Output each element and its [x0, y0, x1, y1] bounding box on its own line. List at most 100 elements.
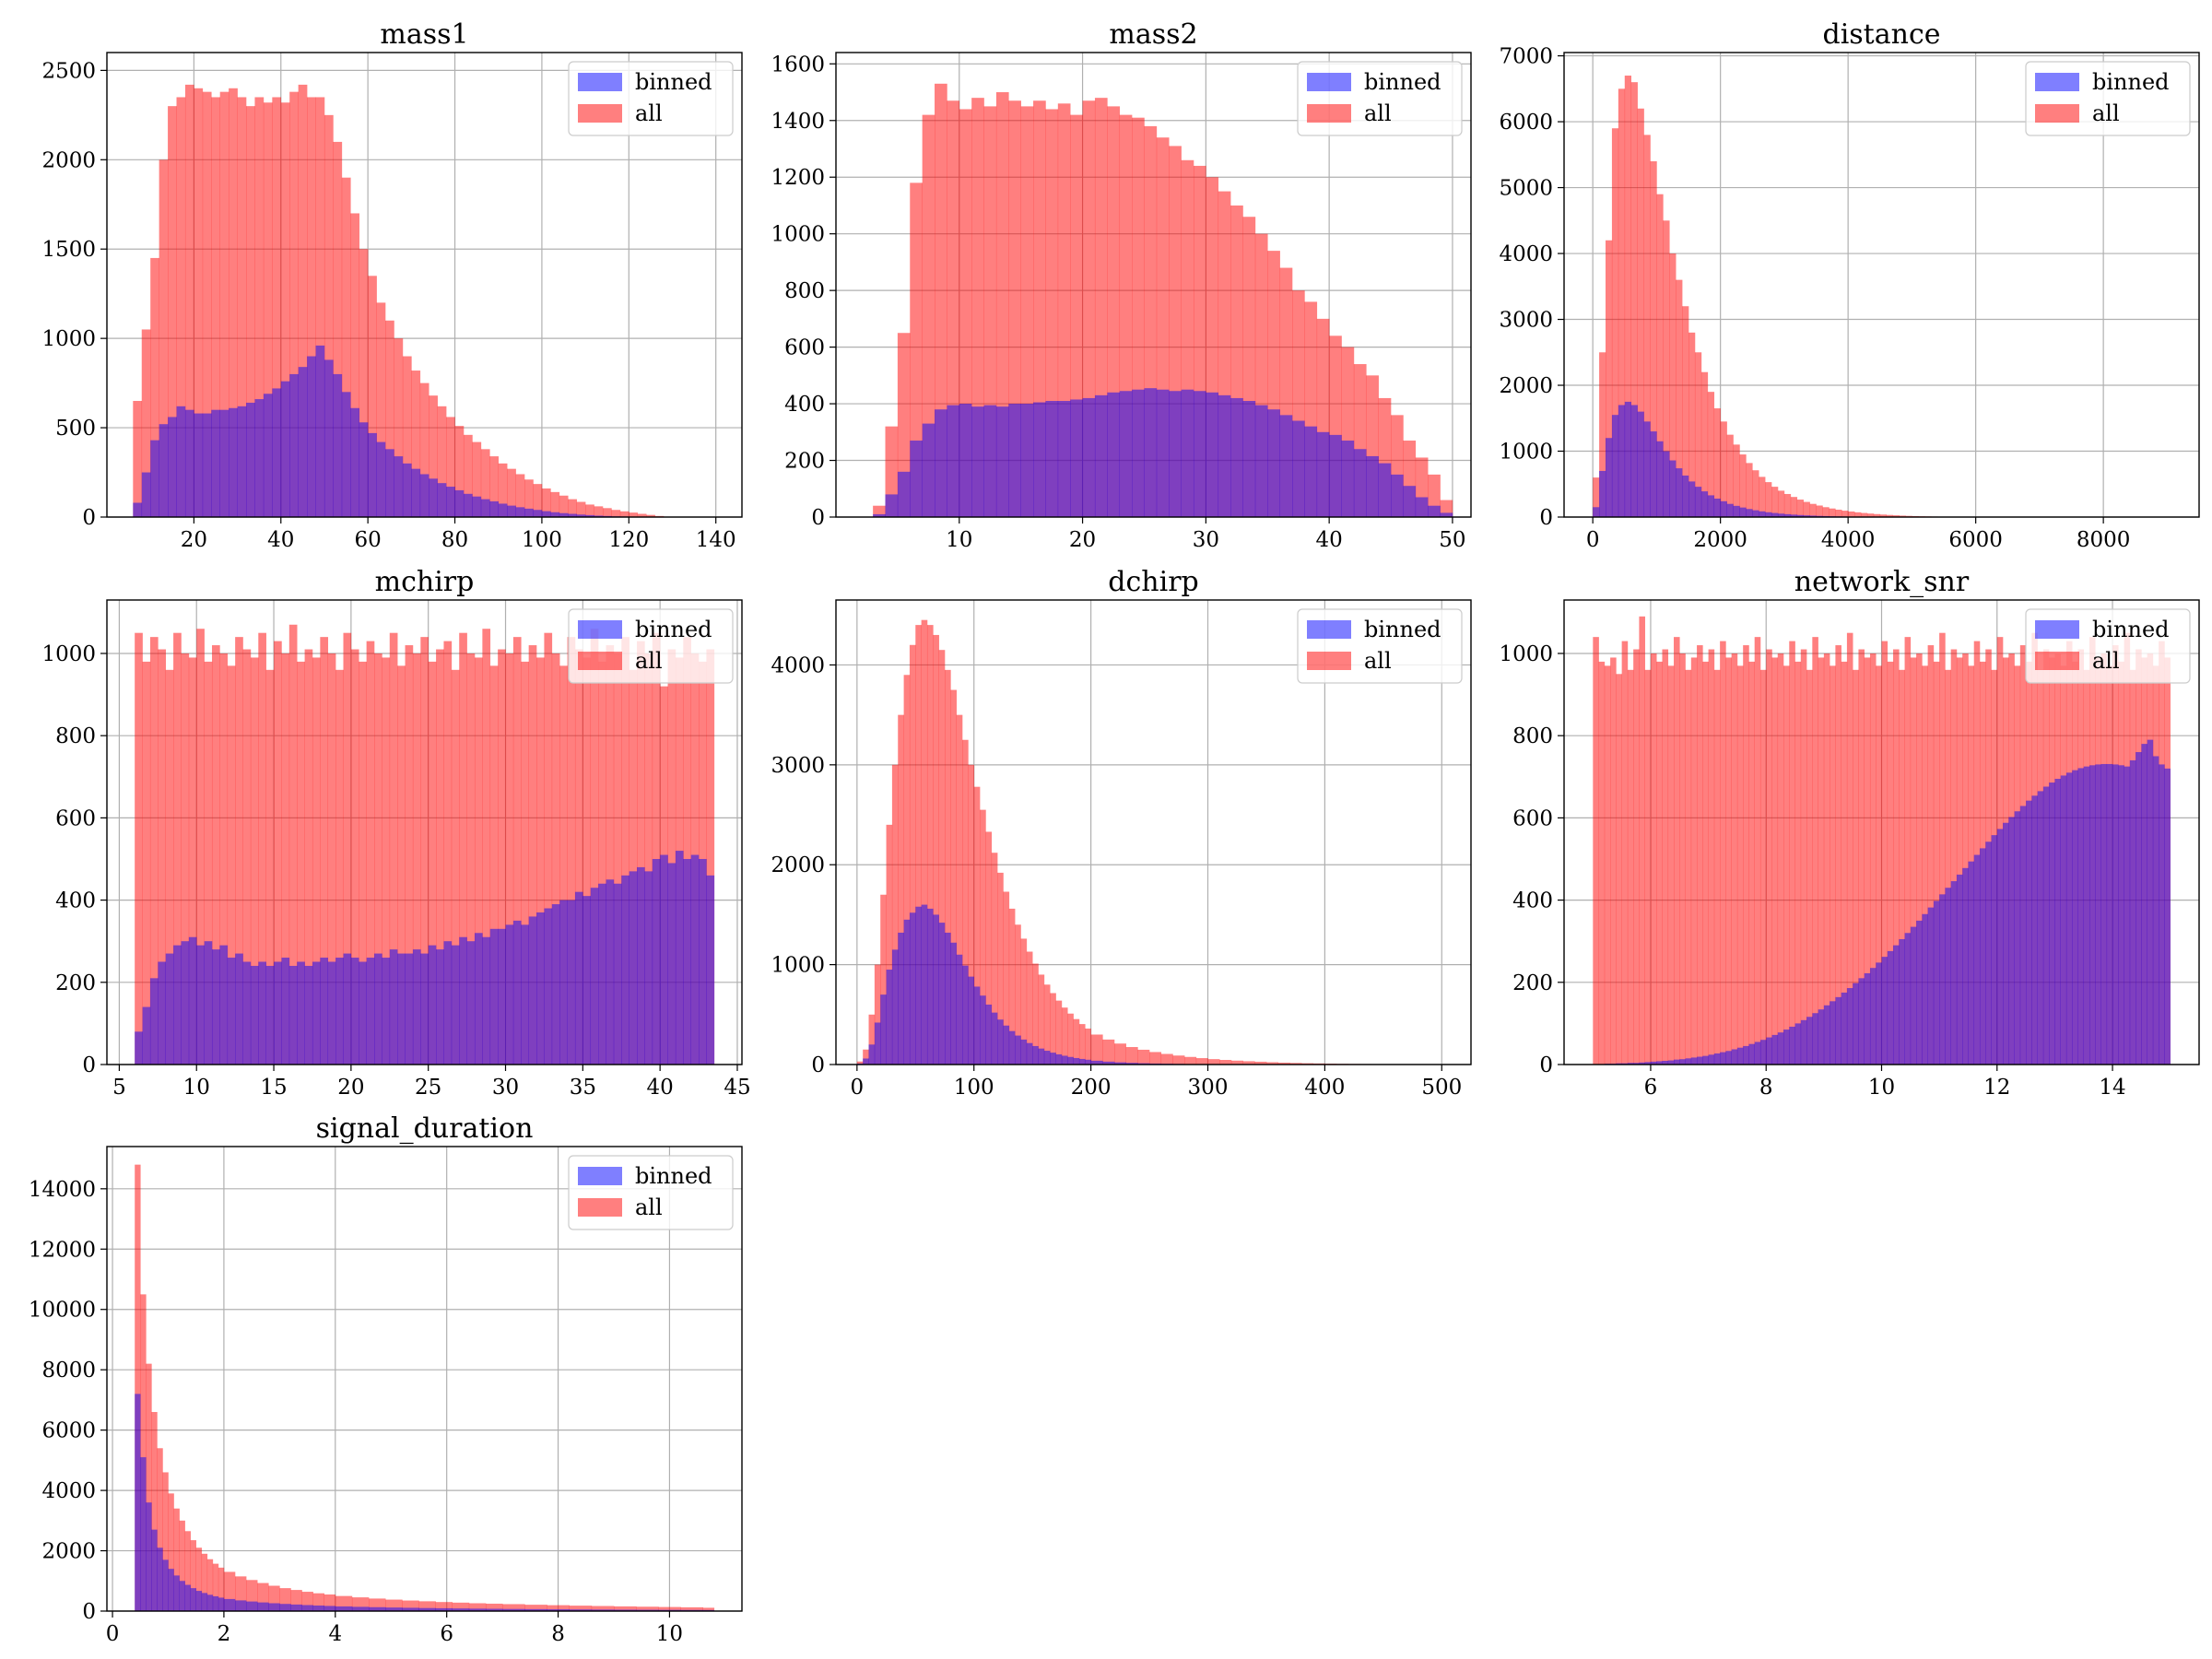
bar-binned	[547, 1609, 570, 1611]
bar-all	[1726, 434, 1734, 517]
bar-binned	[2003, 822, 2009, 1065]
bar-all	[1835, 645, 1841, 1065]
x-tick-label: 10	[656, 1622, 683, 1646]
bar-all	[652, 632, 661, 1065]
bar-binned	[135, 1031, 143, 1065]
bar-all	[629, 512, 639, 517]
bar-all	[168, 1493, 174, 1611]
bar-binned	[1818, 1009, 1825, 1065]
bar-binned	[2112, 764, 2119, 1065]
bar-all	[1242, 1061, 1255, 1065]
bar-binned	[258, 961, 266, 1065]
bar-all	[594, 506, 604, 517]
bar-binned	[515, 507, 525, 517]
panel-dchirp: 0 100 200 300 400 500 0 1000 2000 3000 4000 dchirp b…	[771, 566, 1472, 1100]
bar-all	[1812, 637, 1818, 1065]
bar-all	[1933, 661, 1940, 1065]
bar-all	[1790, 497, 1798, 517]
bar-binned	[1643, 421, 1651, 517]
bar-all	[1853, 669, 1859, 1065]
bar-binned	[550, 512, 560, 517]
y-tick-label: 12000	[29, 1238, 96, 1262]
legend: binned all	[1297, 61, 1463, 136]
bar-all	[637, 513, 647, 517]
bar-binned	[190, 1588, 197, 1611]
bar-binned	[459, 936, 467, 1065]
bar-all	[429, 395, 438, 517]
bar-binned	[1688, 481, 1696, 517]
x-tick-label: 20	[337, 1076, 364, 1100]
y-tick-label: 800	[784, 279, 825, 303]
bar-binned	[2019, 806, 2027, 1065]
bar-all	[1806, 669, 1813, 1065]
x-tick-label: 40	[267, 528, 294, 552]
legend: binned all	[1297, 608, 1463, 684]
bar-all	[1102, 1039, 1115, 1065]
legend-label-binned: binned	[2092, 617, 2170, 642]
bar-all	[1113, 1043, 1126, 1065]
bar-binned	[1748, 1043, 1755, 1065]
bar-binned	[1846, 988, 1853, 1065]
bar-binned	[544, 908, 553, 1065]
y-tick-label: 4000	[41, 1479, 96, 1503]
bar-binned	[947, 405, 960, 517]
bar-binned	[420, 953, 429, 1065]
bar-all	[235, 637, 243, 1065]
bar-binned	[1996, 829, 2004, 1065]
bar-all	[219, 91, 229, 518]
bar-binned	[235, 953, 243, 1065]
bar-binned	[2026, 800, 2032, 1065]
bar-binned	[1731, 1049, 1738, 1065]
bar-all	[437, 406, 447, 517]
bar-all	[1783, 665, 1790, 1065]
panel-signal_duration: 0 2 4 6 8 10 0 2000 4000 6000 8000 10000 12000 14000 s…	[29, 1112, 743, 1646]
series-binned	[1593, 739, 2171, 1065]
bar-all	[1858, 649, 1865, 1065]
bar-binned	[582, 896, 592, 1065]
bar-all	[237, 97, 247, 517]
bar-binned	[2100, 763, 2108, 1065]
bar-all	[474, 657, 483, 1065]
bar-all	[1927, 645, 1935, 1065]
bar-binned	[606, 879, 615, 1065]
bar-all	[1618, 88, 1626, 517]
x-tick-label: 0	[106, 1622, 120, 1646]
bar-binned	[351, 1606, 370, 1611]
bar-all	[1876, 665, 1882, 1065]
bar-all	[179, 1520, 185, 1611]
bar-all	[985, 831, 993, 1065]
bar-all	[502, 1604, 525, 1611]
x-tick-label: 120	[608, 528, 649, 552]
bar-all	[485, 1603, 503, 1611]
y-tick-label: 2000	[41, 1540, 96, 1564]
bar-binned	[2037, 791, 2044, 1065]
bar-all	[135, 632, 143, 1065]
chart-title: network_snr	[1794, 566, 1970, 598]
y-tick-label: 2000	[771, 853, 825, 877]
bar-binned	[402, 1607, 419, 1611]
bar-binned	[315, 345, 325, 517]
bar-all	[190, 1540, 197, 1611]
bar-all	[891, 764, 899, 1065]
bar-binned	[2141, 744, 2147, 1065]
bar-binned	[1403, 486, 1417, 517]
bar-all	[1598, 661, 1606, 1065]
bar-all	[1032, 963, 1039, 1065]
bar-binned	[1599, 470, 1606, 517]
series-binned	[135, 851, 715, 1065]
bar-all	[265, 669, 275, 1065]
bar-all	[288, 624, 298, 1065]
legend-label-all: all	[2092, 100, 2120, 126]
bar-all	[201, 1553, 208, 1611]
bar-binned	[394, 456, 404, 517]
bar-binned	[1667, 1060, 1675, 1065]
bar-all	[254, 97, 265, 517]
bar-binned	[2118, 765, 2124, 1065]
x-tick-label: 8	[551, 1622, 565, 1646]
bar-binned	[1593, 507, 1600, 517]
legend-label-binned: binned	[2092, 69, 2170, 95]
bar-binned	[1809, 515, 1817, 517]
bar-all	[1137, 1049, 1150, 1065]
bar-binned	[1026, 1042, 1033, 1065]
bar-binned	[1910, 926, 1917, 1065]
